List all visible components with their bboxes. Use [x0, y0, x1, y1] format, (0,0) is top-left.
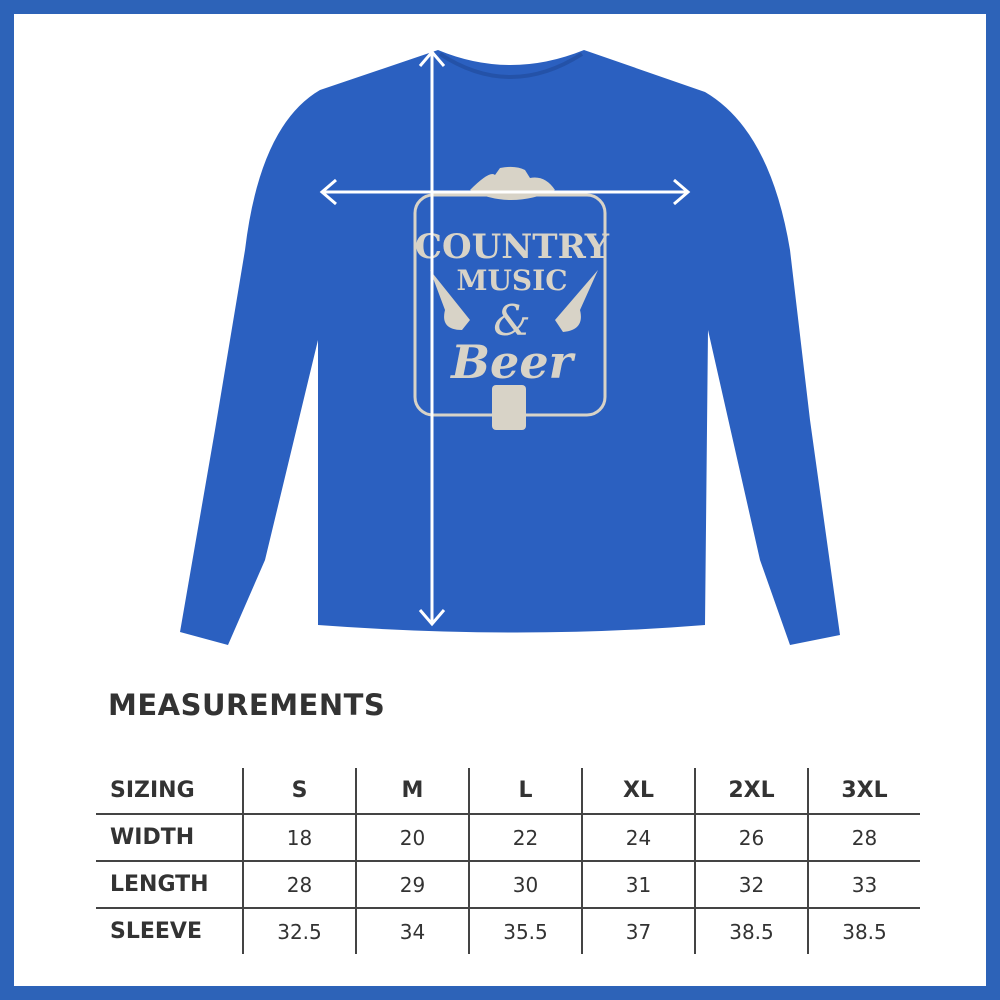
shirt-image: COUNTRY MUSIC & Beer	[180, 49, 840, 645]
svg-text:COUNTRY: COUNTRY	[415, 227, 610, 267]
cell: 28	[242, 860, 356, 908]
row-label: WIDTH	[96, 813, 243, 861]
table-row-length: LENGTH 28 29 30 31 32 33	[96, 860, 920, 908]
cell: 32.5	[242, 907, 356, 954]
cell: 33	[807, 860, 920, 908]
cell: 28	[807, 813, 920, 861]
size-chart-table: SIZING S M L XL 2XL 3XL WIDTH 18 20 22 2…	[96, 768, 920, 954]
size-header: M	[355, 768, 469, 814]
cell: 37	[581, 907, 695, 954]
table-row-sleeve: SLEEVE 32.5 34 35.5 37 38.5 38.5	[96, 907, 920, 954]
guitar-right	[555, 270, 598, 332]
svg-text:&: &	[493, 296, 530, 345]
cell: 35.5	[468, 907, 582, 954]
size-header: S	[242, 768, 356, 814]
svg-text:MUSIC: MUSIC	[456, 264, 567, 297]
measurements-title: MEASUREMENTS	[108, 688, 386, 722]
svg-text:Beer: Beer	[449, 335, 576, 389]
cell: 30	[468, 860, 582, 908]
cell: 22	[468, 813, 582, 861]
size-header: 3XL	[807, 768, 920, 814]
row-label: LENGTH	[96, 860, 243, 908]
size-header: L	[468, 768, 582, 814]
cell: 31	[581, 860, 695, 908]
cell: 32	[694, 860, 808, 908]
row-label: SLEEVE	[96, 907, 243, 954]
shirt-body	[180, 50, 840, 645]
measure-arrows	[319, 49, 691, 627]
cell: 20	[355, 813, 469, 861]
cell: 26	[694, 813, 808, 861]
beer-mug-graphic	[492, 385, 526, 430]
print-design: COUNTRY MUSIC & Beer	[413, 166, 610, 430]
cell: 24	[581, 813, 695, 861]
sizing-label: SIZING	[110, 778, 195, 803]
cell: 18	[242, 813, 356, 861]
size-header: XL	[581, 768, 695, 814]
guitar-left	[430, 270, 470, 330]
cell: 34	[355, 907, 469, 954]
size-header: 2XL	[694, 768, 808, 814]
table-row-width: WIDTH 18 20 22 24 26 28	[96, 813, 920, 861]
collar	[438, 52, 584, 79]
cell: 38.5	[694, 907, 808, 954]
table-header-row: SIZING S M L XL 2XL 3XL	[96, 768, 920, 814]
cell: 38.5	[807, 907, 920, 954]
cell: 29	[355, 860, 469, 908]
